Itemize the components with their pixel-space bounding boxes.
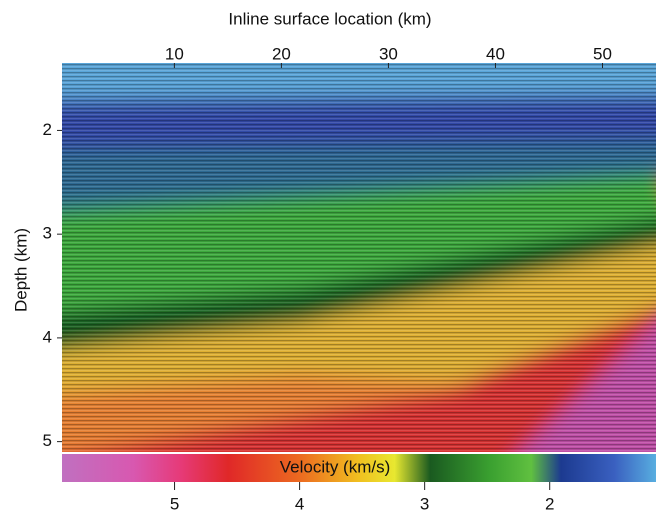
x-tick-label: 40 xyxy=(486,44,505,63)
x-tick-label: 20 xyxy=(272,44,291,63)
x-tick-label: 10 xyxy=(165,44,184,63)
seismic-image xyxy=(62,63,656,452)
colorbar-label: Velocity (km/s) xyxy=(280,457,391,476)
colorbar-tick-label: 5 xyxy=(170,494,179,513)
colorbar-tick-label: 3 xyxy=(420,494,429,513)
y-axis-label: Depth (km) xyxy=(11,228,30,312)
x-tick-label: 30 xyxy=(379,44,398,63)
y-tick-label: 4 xyxy=(43,327,52,346)
colorbar xyxy=(62,454,656,482)
colorbar-tick-label: 4 xyxy=(295,494,304,513)
y-tick-label: 3 xyxy=(43,224,52,243)
y-tick-label: 5 xyxy=(43,431,52,450)
x-tick-label: 50 xyxy=(593,44,612,63)
colorbar-tick-label: 2 xyxy=(545,494,554,513)
y-tick-label: 2 xyxy=(43,120,52,139)
x-axis-label: Inline surface location (km) xyxy=(228,9,431,28)
